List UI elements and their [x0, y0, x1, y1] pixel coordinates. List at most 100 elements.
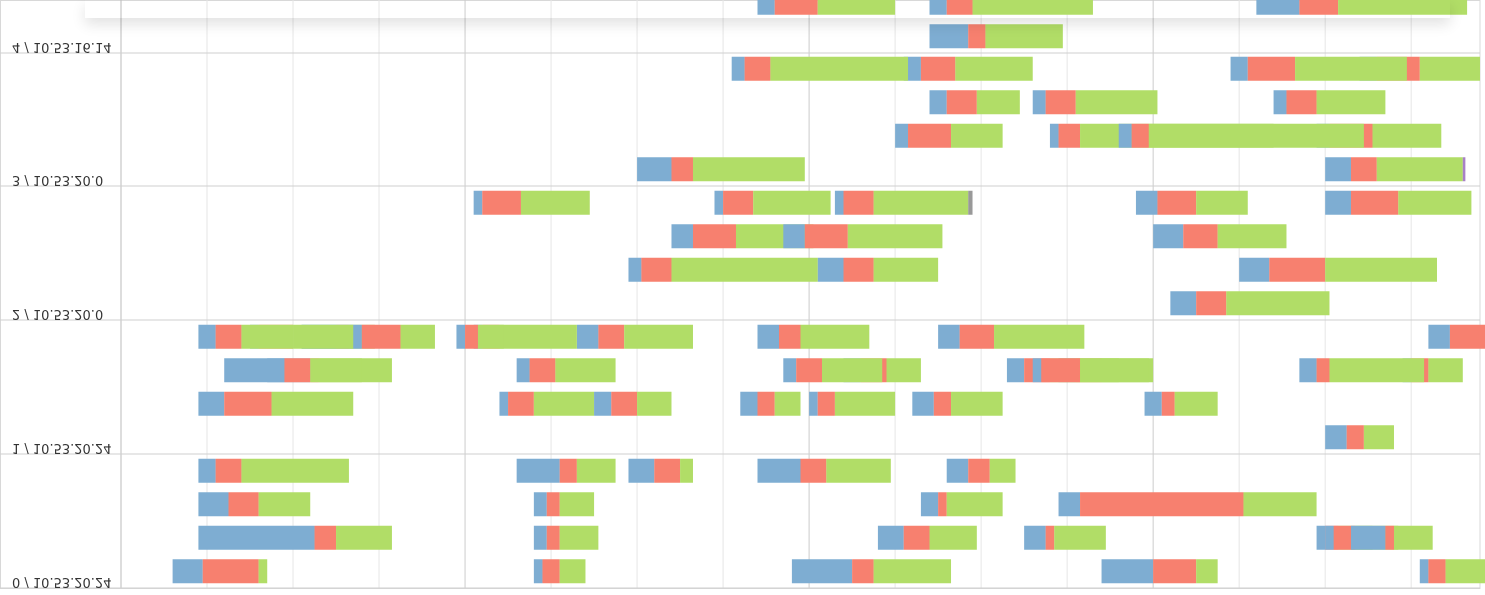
bar-segment[interactable] [1157, 190, 1197, 215]
bar-segment[interactable] [1247, 56, 1296, 81]
bar-segment[interactable] [198, 324, 216, 349]
bar-segment[interactable] [1286, 90, 1317, 115]
bar-segment[interactable] [951, 391, 1003, 416]
bar-segment[interactable] [783, 224, 805, 249]
bar-segment[interactable] [938, 324, 960, 349]
bar-segment[interactable] [215, 324, 242, 349]
bar-segment[interactable] [520, 190, 590, 215]
bar-segment[interactable] [1325, 425, 1347, 450]
bar-segment[interactable] [753, 190, 831, 215]
bar-segment[interactable] [198, 492, 229, 517]
bar-segment[interactable] [598, 324, 625, 349]
bar-segment[interactable] [1316, 525, 1326, 550]
bar-segment[interactable] [258, 559, 268, 584]
bar-segment[interactable] [1333, 525, 1356, 550]
bar-segment[interactable] [1419, 559, 1429, 584]
bar-segment[interactable] [774, 391, 801, 416]
bar-segment[interactable] [499, 391, 509, 416]
bar-segment[interactable] [731, 56, 745, 81]
bar-segment[interactable] [770, 56, 909, 81]
bar-segment[interactable] [946, 492, 1003, 517]
bar-segment[interactable] [1419, 56, 1480, 81]
bar-segment[interactable] [1075, 90, 1158, 115]
bar-segment[interactable] [1346, 425, 1364, 450]
bar-segment[interactable] [310, 358, 362, 383]
bar-segment[interactable] [336, 525, 392, 550]
bar-segment[interactable] [1325, 525, 1334, 550]
bar-segment[interactable] [641, 257, 672, 282]
bar-segment[interactable] [1350, 525, 1386, 550]
bar-segment[interactable] [1363, 425, 1394, 450]
bar-segment[interactable] [920, 492, 939, 517]
bar-segment[interactable] [1239, 257, 1270, 282]
bar-segment[interactable] [744, 56, 771, 81]
bar-segment[interactable] [1148, 123, 1364, 148]
bar-segment[interactable] [198, 458, 216, 483]
bar-segment[interactable] [559, 559, 586, 584]
bar-segment[interactable] [1080, 358, 1149, 383]
bar-segment[interactable] [1032, 358, 1042, 383]
bar-segment[interactable] [594, 391, 612, 416]
bar-segment[interactable] [559, 525, 599, 550]
bar-segment[interactable] [198, 525, 315, 550]
bar-segment[interactable] [1350, 157, 1377, 182]
bar-segment[interactable] [723, 190, 754, 215]
bar-segment[interactable] [929, 0, 947, 15]
bar-segment[interactable] [809, 391, 818, 416]
bar-segment[interactable] [903, 525, 930, 550]
bar-segment[interactable] [757, 0, 775, 15]
bar-segment[interactable] [852, 559, 874, 584]
bar-segment[interactable] [757, 458, 801, 483]
bar-segment[interactable] [228, 492, 259, 517]
bar-segment[interactable] [968, 190, 973, 215]
bar-segment[interactable] [293, 324, 354, 349]
bar-segment[interactable] [959, 324, 995, 349]
bar-segment[interactable] [1385, 525, 1394, 550]
bar-segment[interactable] [1131, 123, 1149, 148]
bar-segment[interactable] [817, 257, 844, 282]
bar-segment[interactable] [1118, 123, 1132, 148]
bar-segment[interactable] [804, 224, 848, 249]
bar-segment[interactable] [843, 257, 874, 282]
bar-segment[interactable] [314, 525, 337, 550]
bar-segment[interactable] [800, 458, 827, 483]
bar-segment[interactable] [1058, 492, 1081, 517]
bar-segment[interactable] [968, 24, 986, 49]
bar-segment[interactable] [1045, 90, 1076, 115]
bar-segment[interactable] [895, 123, 909, 148]
bar-segment[interactable] [576, 458, 616, 483]
bar-segment[interactable] [559, 492, 595, 517]
bar-segment[interactable] [1161, 391, 1175, 416]
bar-segment[interactable] [1398, 190, 1472, 215]
bar-segment[interactable] [929, 90, 947, 115]
bar-segment[interactable] [400, 324, 435, 349]
bar-segment[interactable] [1299, 0, 1339, 15]
bar-segment[interactable] [542, 559, 560, 584]
bar-segment[interactable] [1032, 90, 1046, 115]
bar-segment[interactable] [692, 157, 805, 182]
bar-segment[interactable] [783, 358, 797, 383]
bar-segment[interactable] [1153, 224, 1184, 249]
bar-segment[interactable] [968, 458, 990, 483]
bar-segment[interactable] [224, 391, 272, 416]
bar-segment[interactable] [1226, 291, 1330, 316]
bar-segment[interactable] [774, 0, 818, 15]
bar-segment[interactable] [1256, 0, 1300, 15]
bar-segment[interactable] [972, 0, 1093, 15]
bar-segment[interactable] [202, 559, 259, 584]
bar-segment[interactable] [1325, 157, 1351, 182]
bar-segment[interactable] [843, 190, 874, 215]
bar-segment[interactable] [929, 525, 977, 550]
bar-segment[interactable] [1325, 190, 1351, 215]
bar-segment[interactable] [1325, 257, 1437, 282]
bar-segment[interactable] [198, 391, 225, 416]
bar-segment[interactable] [796, 358, 823, 383]
bar-segment[interactable] [546, 525, 560, 550]
bar-segment[interactable] [847, 224, 943, 249]
bar-segment[interactable] [1376, 157, 1463, 182]
bar-segment[interactable] [989, 458, 1016, 483]
bar-segment[interactable] [938, 492, 947, 517]
bar-segment[interactable] [456, 324, 466, 349]
bar-segment[interactable] [1445, 559, 1485, 584]
bar-segment[interactable] [1372, 123, 1442, 148]
